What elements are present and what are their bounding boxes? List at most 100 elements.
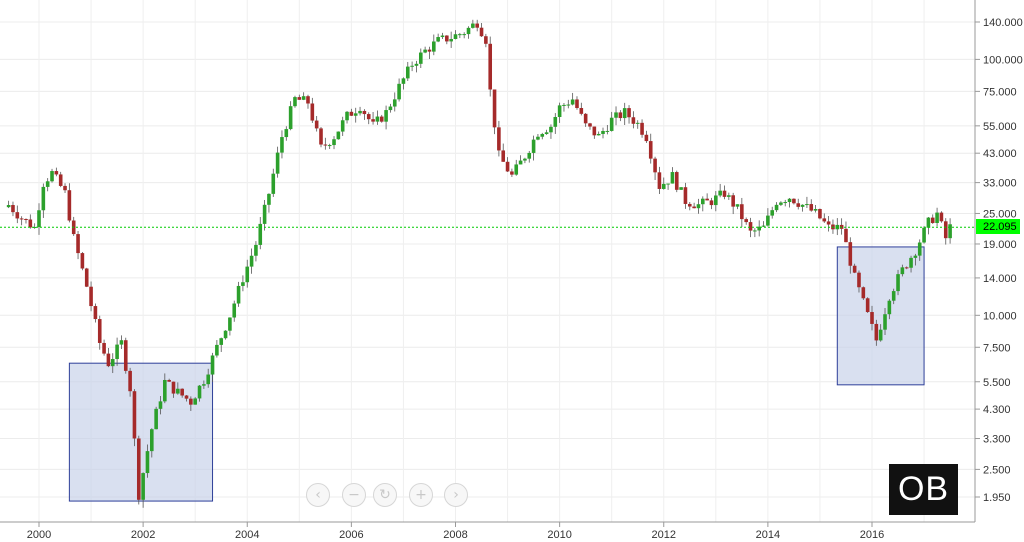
candle-down [19,218,24,220]
candle-down [106,353,111,367]
candle-up [518,160,523,165]
candle-up [50,171,54,182]
candle-up [219,338,224,345]
candle-down [505,161,510,172]
candle-down [28,219,33,228]
candle-up [779,202,783,205]
x-tick-label: 2006 [339,529,363,541]
candle-up [458,34,462,36]
candle-up [423,49,427,53]
candle-up [527,152,532,159]
candle-down [865,298,870,313]
candle-down [484,36,488,44]
candle-down [627,108,631,118]
candle-up [566,104,571,106]
candle-up [110,359,115,367]
candle-up [358,110,362,114]
candle-up [753,230,757,232]
candle-up [176,388,180,394]
candle-up [405,66,410,79]
candle-down [705,198,709,201]
candle-down [657,172,662,189]
candle-down [427,49,432,52]
candle-up [37,210,41,228]
candle-up [345,111,349,121]
candle-up [254,244,258,256]
candle-up [271,173,276,194]
x-tick-label: 2014 [756,529,780,541]
candle-up [293,97,297,107]
candle-up [891,291,896,301]
candle-down [848,242,853,266]
candle-up [727,195,731,197]
candle-up [896,274,900,292]
candle-up [275,152,280,174]
candle-up [557,105,562,118]
scroll-right-button[interactable]: › [444,483,468,507]
candle-down [58,174,63,186]
candle-up [813,209,818,211]
candle-down [722,190,727,197]
candle-down [189,398,193,405]
candle-down [648,141,653,159]
candle-up [761,225,766,227]
candle-down [93,306,98,320]
candle-down [822,218,827,222]
candle-up [757,226,761,231]
candle-down [640,122,644,135]
candle-down [80,253,85,269]
candle-up [466,27,471,35]
candle-up [696,204,701,209]
candle-down [128,370,132,392]
reset-zoom-button[interactable]: ↻ [373,483,397,507]
candle-up [232,303,237,318]
candle-up [549,126,553,133]
candle-up [462,34,466,36]
zoom-out-button[interactable]: − [342,483,366,507]
zoom-in-button[interactable]: + [409,483,433,507]
y-tick-label: 55.000 [983,121,1017,133]
candle-up [436,37,440,42]
candle-down [89,286,93,307]
candle-up [935,212,939,224]
candle-down [631,117,636,124]
candle-down [349,111,354,116]
y-tick-label: 4.300 [983,404,1011,416]
candle-up [774,204,779,211]
candle-up [202,384,206,386]
candle-down [510,171,514,175]
scroll-left-button[interactable]: ‹ [306,483,330,507]
candle-up [926,217,931,228]
candle-up [150,429,154,452]
brand-logo: OB [889,464,958,515]
candle-down [184,395,189,399]
last-price-badge-bg [976,219,1020,234]
candle-up [770,210,775,216]
candle-down [874,323,879,341]
candle-up [154,408,158,430]
candle-down [76,234,80,254]
candle-up [523,158,527,161]
x-tick-label: 2016 [860,529,884,541]
highlight-boxes [68,246,925,502]
candle-up [883,314,887,330]
candle-up [531,139,536,153]
candle-up [666,183,670,185]
candle-down [744,219,748,223]
candle-down [306,96,310,104]
candle-down [870,312,874,324]
y-tick-label: 7.500 [983,342,1011,354]
candle-down [488,43,493,90]
candle-up [562,104,566,106]
candle-up [605,130,610,132]
candle-up [206,374,211,385]
last-price-label: 22.095 [983,221,1017,233]
candle-up [805,204,809,206]
candle-down [583,113,588,124]
candle-up [909,257,913,268]
candle-down [575,99,579,109]
x-tick-label: 2012 [652,529,676,541]
candle-down [180,388,184,396]
candle-up [787,198,792,203]
candle-up [570,99,575,105]
